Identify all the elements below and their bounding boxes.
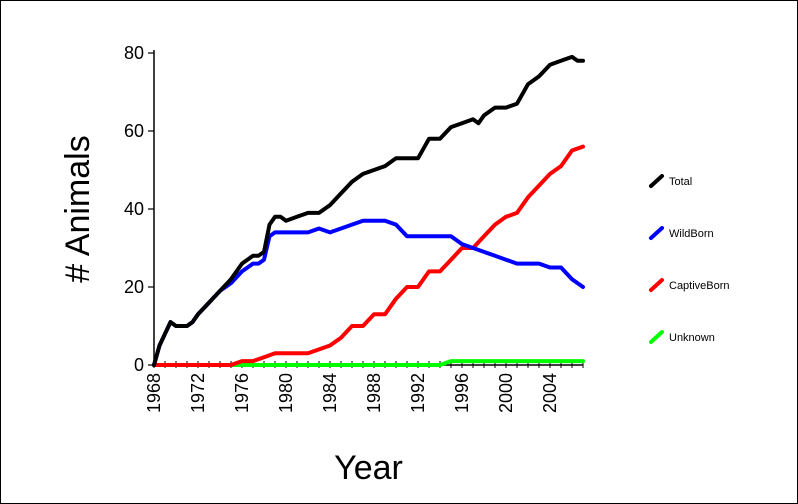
legend-swatch-unknown (649, 330, 664, 344)
x-tick-label: 1996 (452, 373, 472, 413)
legend-label-captiveborn: CaptiveBorn (669, 280, 730, 292)
series-line-unknown (152, 359, 585, 367)
y-tick-label: 60 (124, 121, 144, 141)
series-lines (152, 54, 585, 367)
legend-label-unknown: Unknown (669, 332, 715, 344)
x-tick-label: 1972 (188, 373, 208, 413)
x-tick-label: 1980 (276, 373, 296, 413)
x-tick-label: 2000 (496, 373, 516, 413)
x-tick-label: 1988 (364, 373, 384, 413)
legend-label-total: Total (669, 176, 692, 188)
y-axis-title: # Animals (59, 135, 97, 282)
tick-labels: 0 20 40 60 80 1968 1972 1976 1980 1984 1988 1992 199… (124, 43, 560, 413)
legend-label-wildborn: WildBorn (669, 228, 714, 240)
y-tick-label: 20 (124, 277, 144, 297)
x-tick-label: 1992 (408, 373, 428, 413)
y-tick-label: 0 (134, 355, 144, 375)
y-tick-label: 80 (124, 43, 144, 63)
series-line-total (152, 54, 585, 367)
legend-swatch-captiveborn (649, 278, 664, 292)
series-line-captiveborn (152, 144, 585, 367)
legend-swatch-wildborn (649, 226, 664, 240)
x-tick-label: 1968 (144, 373, 164, 413)
x-tick-label: 1976 (232, 373, 252, 413)
legend: Total WildBorn CaptiveBorn Unknown (649, 174, 730, 344)
y-tick-label: 40 (124, 199, 144, 219)
legend-swatch-total (649, 174, 664, 188)
x-axis-title: Year (334, 449, 403, 487)
x-tick-label: 1984 (320, 373, 340, 413)
x-tick-label: 2004 (540, 373, 560, 413)
